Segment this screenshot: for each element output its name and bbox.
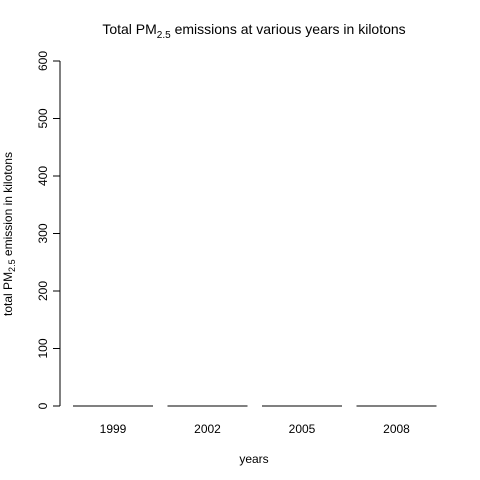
x-tick-label: 2008 [383,422,410,436]
y-tick-label: 400 [36,166,50,186]
y-tick-label: 500 [36,108,50,128]
x-tick-label: 2002 [194,422,221,436]
chart-title-pre: Total PM [102,21,156,37]
y-axis-title: total PM2.5 emission in kilotons [1,152,17,316]
y-axis-title-pre: total PM [1,272,15,316]
y-axis-title-post: emission in kilotons [1,152,15,259]
chart-title-post: emissions at various years in kilotons [171,21,406,37]
x-tick-labels: 1999 2002 2005 2008 [100,422,411,436]
chart-title: Total PM2.5 emissions at various years i… [102,21,405,41]
y-tick-label: 200 [36,281,50,301]
y-tick-label: 600 [36,51,50,71]
y-axis-title-sub: 2.5 [7,259,17,272]
y-tick-label: 0 [36,402,50,409]
y-tick-label: 300 [36,223,50,243]
x-axis-title: years [239,452,268,466]
y-axis: 0 100 200 300 400 500 600 [36,51,61,409]
x-tick-label: 2005 [289,422,316,436]
y-tick-label: 100 [36,338,50,358]
chart-title-sub: 2.5 [157,30,171,41]
x-tick-label: 1999 [100,422,127,436]
